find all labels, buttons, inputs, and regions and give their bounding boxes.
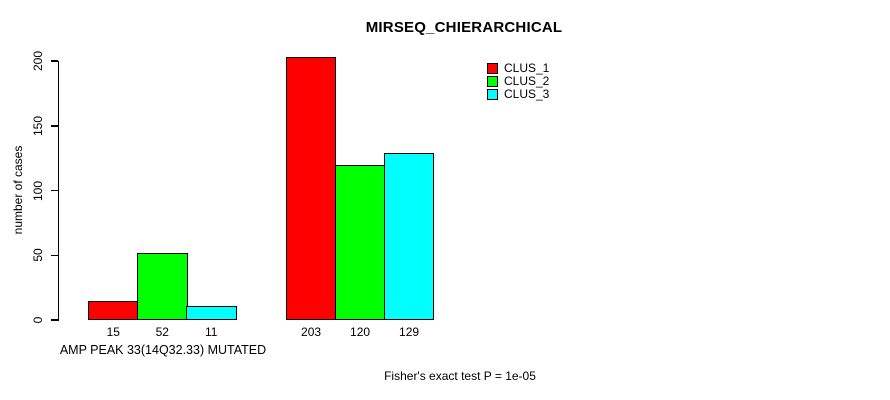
legend-label: CLUS_1 xyxy=(504,61,550,75)
y-tick xyxy=(51,189,58,192)
bar-clus_1-group2 xyxy=(285,57,337,320)
y-tick xyxy=(51,254,58,256)
x-axis-label: AMP PEAK 33(14Q32.33) MUTATED xyxy=(59,343,267,357)
bar-value-label: 15 xyxy=(106,325,120,339)
bar-clus_2-group2 xyxy=(334,164,386,320)
legend-label: CLUS_2 xyxy=(504,74,550,88)
bar-value-label: 52 xyxy=(155,325,169,339)
y-axis-label: number of cases xyxy=(11,145,25,235)
bar-value-label: 120 xyxy=(350,325,371,339)
y-tick xyxy=(51,125,58,127)
legend-item-clus-3: CLUS_3 xyxy=(487,88,549,101)
stat-annotation: Fisher's exact test P = 1e-05 xyxy=(384,369,536,383)
bar-clus_3-group2 xyxy=(383,152,435,320)
legend-swatch-icon xyxy=(487,63,498,74)
legend-item-clus-1: CLUS_1 xyxy=(487,62,549,75)
legend-item-clus-2: CLUS_2 xyxy=(487,75,549,88)
y-axis-line xyxy=(57,61,59,321)
y-tick-label: 150 xyxy=(31,115,45,136)
y-tick-label: 200 xyxy=(31,50,45,72)
bar-clus_3-group1 xyxy=(186,305,237,320)
legend-label: CLUS_3 xyxy=(504,87,550,101)
y-tick-label: 100 xyxy=(31,180,45,201)
legend-swatch-icon xyxy=(487,89,498,100)
y-tick xyxy=(51,60,58,62)
bar-value-label: 129 xyxy=(399,325,420,339)
legend: CLUS_1 CLUS_2 CLUS_3 xyxy=(487,62,549,101)
bar-clus_1-group1 xyxy=(88,300,139,320)
bar-clus_2-group1 xyxy=(137,252,188,320)
bar-value-label: 11 xyxy=(205,325,218,339)
y-tick-label: 0 xyxy=(31,316,45,324)
y-tick-label: 50 xyxy=(31,248,45,262)
chart-title: MIRSEQ_CHIERARCHICAL xyxy=(365,19,563,36)
y-tick xyxy=(51,319,58,321)
legend-swatch-icon xyxy=(487,76,498,87)
bar-value-label: 203 xyxy=(301,325,322,339)
